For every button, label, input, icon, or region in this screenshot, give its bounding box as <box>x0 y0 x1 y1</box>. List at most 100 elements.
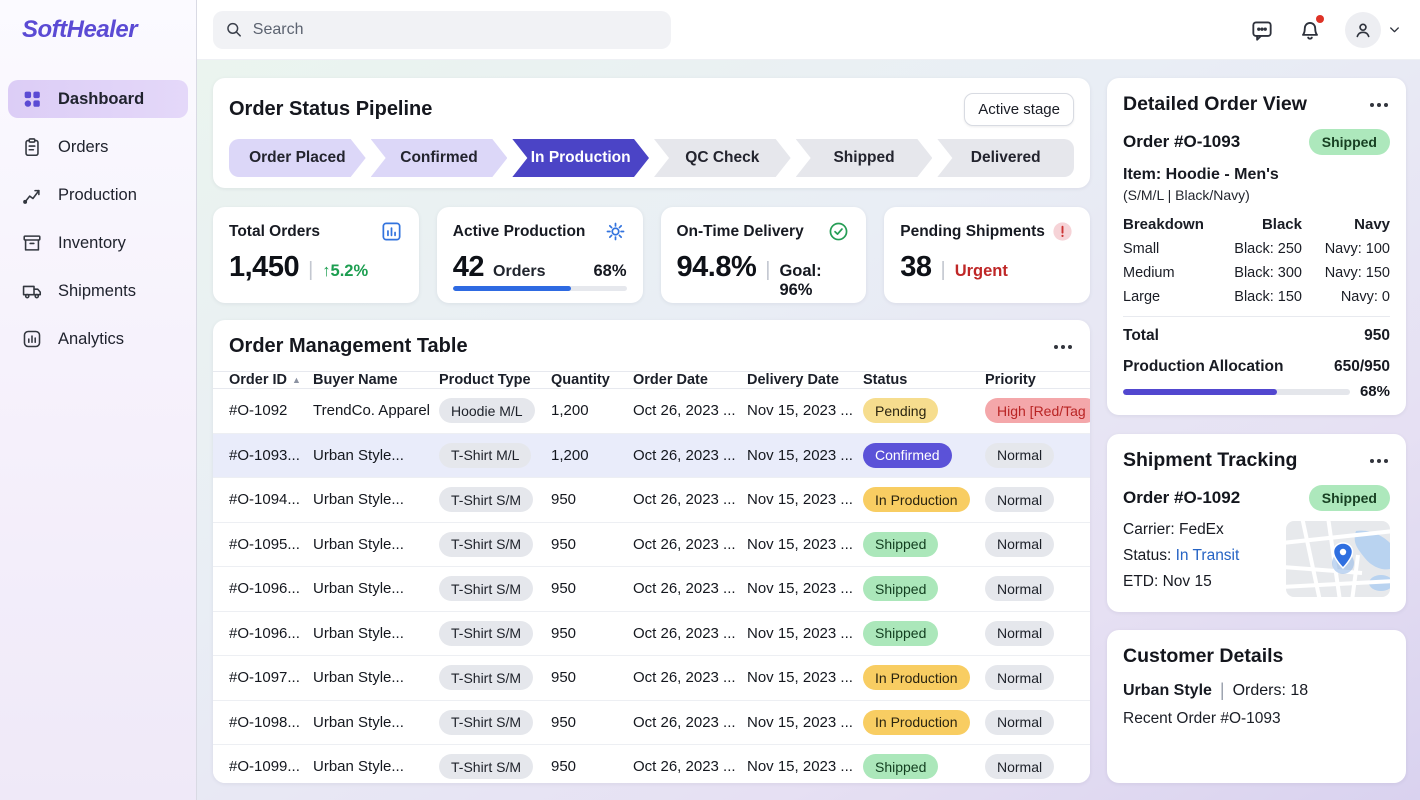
sidebar-item-label: Production <box>58 185 137 204</box>
cell-priority: Normal <box>985 531 1090 557</box>
cell-order-date: Oct 26, 2023 ... <box>633 669 736 687</box>
table-row[interactable]: #O-1095... Urban Style... T-Shirt S/M 950 Oc… <box>213 522 1090 567</box>
cell-buyer-name: Urban Style... <box>313 624 404 642</box>
cell-product-type: T-Shirt S/M <box>439 754 551 780</box>
allocation-label: Production Allocation <box>1123 358 1284 375</box>
kpi-goal: Goal: 96% <box>779 262 822 299</box>
pipeline-stage-in-production[interactable]: In Production <box>512 139 649 177</box>
detail-item: Item: Hoodie - Men's <box>1123 166 1279 183</box>
pipeline-stage-confirmed[interactable]: Confirmed <box>371 139 508 177</box>
column-header-status[interactable]: Status <box>863 372 908 388</box>
sidebar: SoftHealer Dashboard Orders Production Inve… <box>0 0 197 800</box>
pipeline-stage-shipped[interactable]: Shipped <box>796 139 933 177</box>
sidebar-item-label: Dashboard <box>58 89 145 108</box>
cell-quantity: 1,200 <box>551 446 589 464</box>
cell-order-date: Oct 26, 2023 ... <box>633 580 736 598</box>
cell-order-id: #O-1096... <box>229 624 300 642</box>
search-icon <box>227 22 241 37</box>
detail-variant: (S/M/L | Black/Navy) <box>1123 187 1250 203</box>
notification-bell-icon[interactable] <box>1297 14 1324 43</box>
cell-quantity: 950 <box>551 758 577 776</box>
kpi-percent: 68% <box>593 262 627 280</box>
customer-order-count: Orders: 18 <box>1232 681 1309 699</box>
cell-buyer-name: Urban Style... <box>313 713 404 731</box>
column-header-order-id[interactable]: Order ID ▲ <box>229 372 301 388</box>
detail-more-menu-icon[interactable] <box>1368 99 1390 111</box>
search-input[interactable] <box>252 20 659 39</box>
cell-status: In Production <box>863 709 985 735</box>
column-header-priority[interactable]: Priority <box>985 372 1036 388</box>
cell-quantity: 950 <box>551 535 577 553</box>
sidebar-item-inventory[interactable]: Inventory <box>8 224 188 262</box>
column-header-quantity[interactable]: Quantity <box>551 372 610 388</box>
cell-order-date: Oct 26, 2023 ... <box>633 758 736 776</box>
table-row[interactable]: #O-1098... Urban Style... T-Shirt S/M 950 Oc… <box>213 700 1090 745</box>
chevron-down-icon <box>1390 27 1399 33</box>
order-status-pipeline-card: Order Status Pipeline Active stage Order… <box>213 78 1090 188</box>
dashboard-grid-icon <box>20 87 44 111</box>
kpi-on-time-delivery: On-Time Delivery 94.8% | Goal: 96% <box>660 207 867 303</box>
cell-buyer-name: Urban Style... <box>313 491 404 509</box>
table-row[interactable]: #O-1099... Urban Style... T-Shirt S/M 950 Oc… <box>213 745 1090 783</box>
sidebar-item-shipments[interactable]: Shipments <box>8 272 188 310</box>
sidebar-item-production[interactable]: Production <box>8 176 188 214</box>
profile-menu[interactable] <box>1345 11 1402 48</box>
table-row[interactable]: #O-1096... Urban Style... T-Shirt S/M 950 Oc… <box>213 611 1090 656</box>
cell-order-id: #O-1095... <box>229 535 300 553</box>
sidebar-item-label: Orders <box>58 137 109 156</box>
kpi-value: 94.8% <box>676 251 757 283</box>
customer-name: Urban Style <box>1123 681 1212 699</box>
cell-order-date: Oct 26, 2023 ... <box>633 491 736 509</box>
column-header-delivery-date[interactable]: Delivery Date <box>747 372 839 388</box>
table-row[interactable]: #O-1097... Urban Style... T-Shirt S/M 950 Oc… <box>213 656 1090 701</box>
shipment-etd: ETD: Nov 15 <box>1123 573 1212 590</box>
pipeline-title: Order Status Pipeline <box>229 98 433 120</box>
breakdown-cell: Small <box>1123 241 1160 257</box>
check-circle-icon <box>829 222 848 241</box>
cell-priority: Normal <box>985 442 1090 468</box>
breakdown-cell: Navy: 150 <box>1324 265 1390 281</box>
pipeline-stage-order-placed[interactable]: Order Placed <box>229 139 366 177</box>
column-header-product-type[interactable]: Product Type <box>439 372 531 388</box>
cell-priority: Normal <box>985 487 1090 513</box>
cell-order-id: #O-1092 <box>229 402 288 420</box>
table-row[interactable]: #O-1094... Urban Style... T-Shirt S/M 950 Oc… <box>213 478 1090 523</box>
breakdown-header: Black <box>1261 216 1302 233</box>
sidebar-item-orders[interactable]: Orders <box>8 128 188 166</box>
pipeline-stage-delivered[interactable]: Delivered <box>937 139 1075 177</box>
shipment-tracking-card: Shipment Tracking Order #O-1092 Shipped … <box>1107 434 1406 612</box>
cell-order-date: Oct 26, 2023 ... <box>633 535 736 553</box>
column-header-order-date[interactable]: Order Date <box>633 372 708 388</box>
search-bar[interactable] <box>213 10 671 49</box>
table-row[interactable]: #O-1096... Urban Style... T-Shirt S/M 950 Oc… <box>213 567 1090 612</box>
brand-logo: SoftHealer <box>22 16 138 43</box>
customer-title: Customer Details <box>1123 645 1284 667</box>
cell-order-date: Oct 26, 2023 ... <box>633 446 736 464</box>
kpi-active-production: Active Production 42 Orders 68% <box>436 207 643 303</box>
pipeline-stage-qc-check[interactable]: QC Check <box>654 139 791 177</box>
detail-status-badge: Shipped <box>1308 129 1390 155</box>
kpi-unit: Orders <box>493 263 546 280</box>
sidebar-item-label: Inventory <box>58 233 126 252</box>
kpi-urgent-tag: Urgent <box>954 262 1008 280</box>
route-icon <box>20 183 44 207</box>
table-row[interactable]: #O-1092 TrendCo. Apparel Hoodie M/L 1,200 Oc… <box>213 389 1090 434</box>
breakdown-total-label: Total <box>1123 327 1159 344</box>
shipment-more-menu-icon[interactable] <box>1368 455 1390 467</box>
breakdown-cell: Black: 300 <box>1234 265 1302 281</box>
chat-icon[interactable] <box>1249 17 1275 43</box>
sidebar-item-analytics[interactable]: Analytics <box>8 320 188 358</box>
column-header-buyer-name[interactable]: Buyer Name <box>313 372 398 388</box>
cell-delivery-date: Nov 15, 2023 ... <box>747 758 853 776</box>
cell-order-date: Oct 26, 2023 ... <box>633 713 736 731</box>
cell-delivery-date: Nov 15, 2023 ... <box>747 713 853 731</box>
allocation-percent: 68% <box>1359 383 1390 400</box>
active-stage-button[interactable]: Active stage <box>964 93 1074 126</box>
table-row[interactable]: #O-1093... Urban Style... T-Shirt M/L 1,200… <box>213 433 1090 478</box>
cell-product-type: Hoodie M/L <box>439 398 551 424</box>
notification-badge <box>1316 14 1324 23</box>
sidebar-item-dashboard[interactable]: Dashboard <box>8 80 188 118</box>
table-more-menu-icon[interactable] <box>1052 341 1074 353</box>
breakdown-header: Navy <box>1354 216 1390 233</box>
